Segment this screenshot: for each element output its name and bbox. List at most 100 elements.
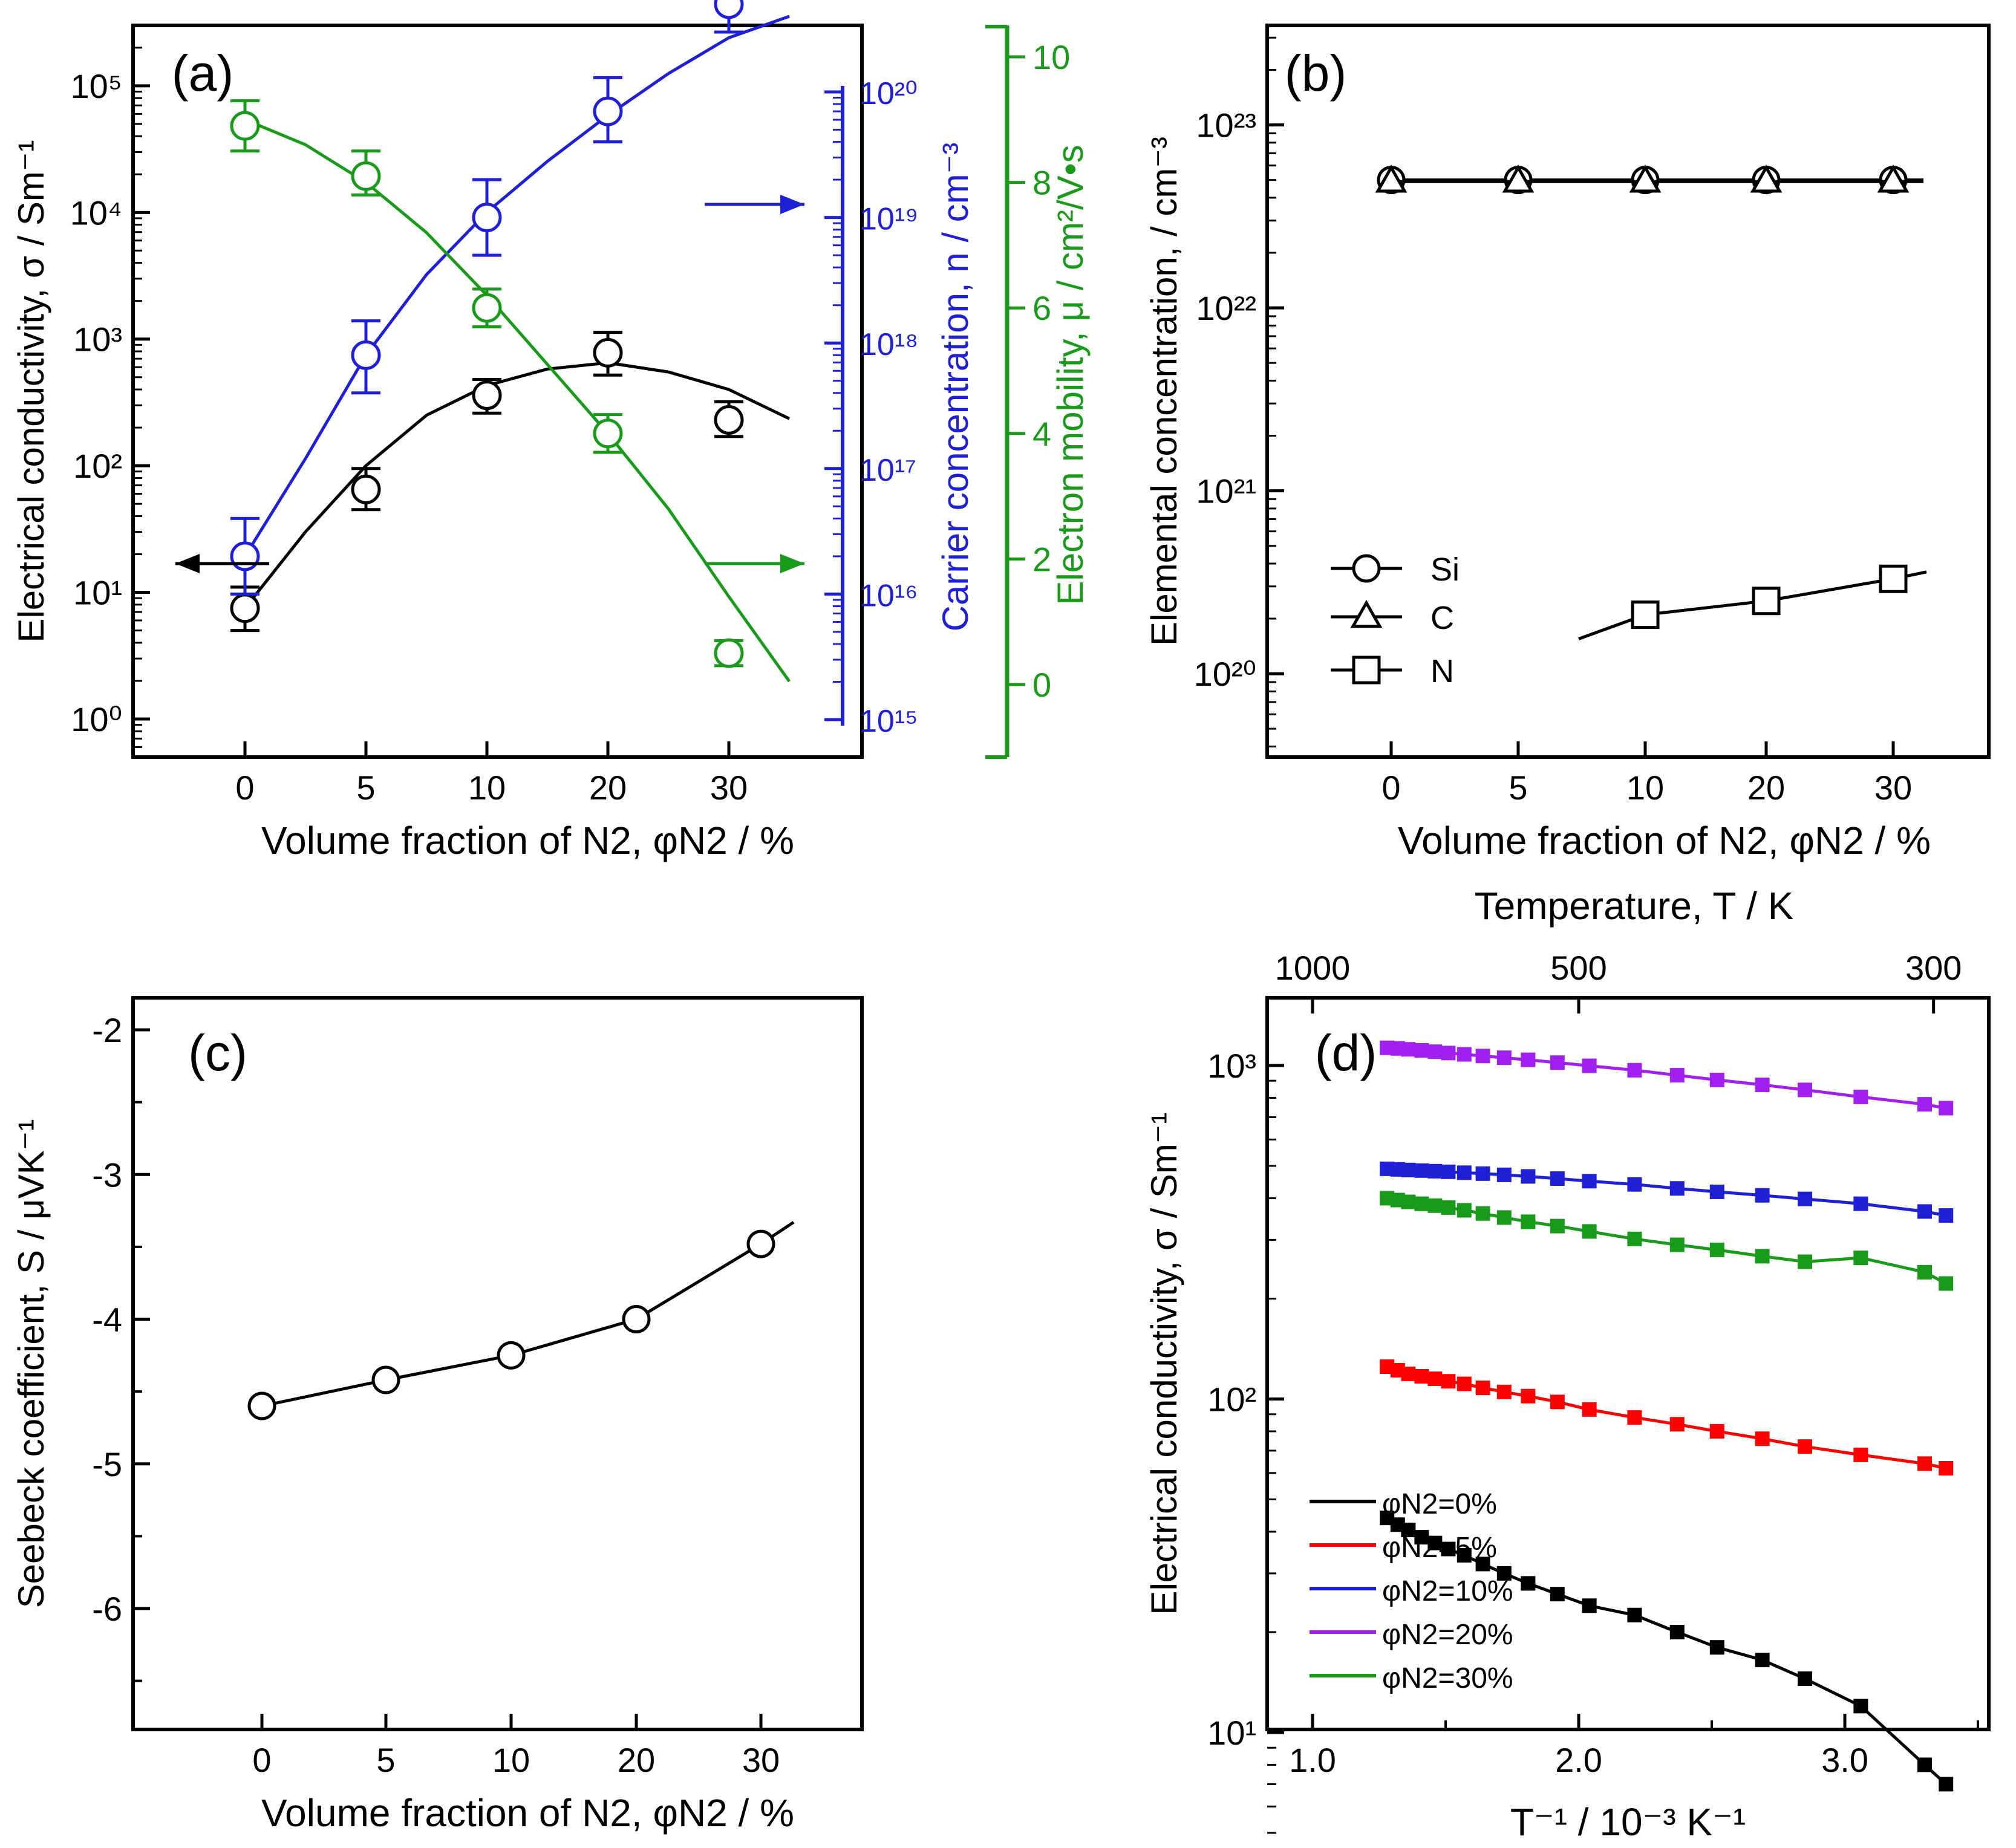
data-point (1917, 1456, 1932, 1471)
y-tick-label: -2 (92, 1011, 122, 1049)
legend-marker (1352, 554, 1381, 583)
x-tick-label: 5 (376, 1741, 395, 1779)
x-tick-label: 20 (618, 1741, 655, 1779)
y-tick-label-right-carrier: 10¹⁹ (860, 202, 918, 237)
data-point (1441, 1164, 1456, 1179)
x-tick-label: 20 (1747, 769, 1785, 807)
y-tick-label-left: 10⁵ (70, 67, 122, 105)
y-tick-label: 10²⁰ (1194, 655, 1256, 693)
data-point (1755, 1077, 1770, 1092)
data-point (351, 340, 381, 370)
data-point (1627, 1410, 1642, 1425)
x-tick-label: 10 (492, 1741, 530, 1779)
data-point (1502, 164, 1535, 193)
data-point (1939, 1460, 1954, 1475)
y-tick-label-right-carrier: 10¹⁵ (860, 704, 918, 739)
data-point (1798, 1082, 1812, 1098)
data-point (1627, 1062, 1642, 1078)
legend-label: φN2=20% (1382, 1619, 1513, 1651)
data-point (1475, 1557, 1490, 1572)
data-point (1879, 564, 1908, 593)
data-point (230, 541, 260, 571)
x-axis-label: Volume fraction of N2, φN2 / % (261, 1791, 794, 1835)
y-tick-label-left: 10³ (73, 320, 122, 359)
data-point (1798, 1191, 1812, 1206)
y-tick-label: -5 (92, 1445, 122, 1483)
x-axis-label: Volume fraction of N2, φN2 / % (261, 819, 794, 862)
data-point (593, 337, 623, 368)
data-point (1709, 1072, 1724, 1087)
y-tick-label-left: 10⁴ (70, 194, 122, 232)
data-point (1755, 1249, 1770, 1264)
data-point (1939, 1276, 1954, 1291)
data-point (1709, 1242, 1724, 1257)
data-point (1414, 1043, 1429, 1058)
y-tick-label: 10²¹ (1196, 472, 1256, 510)
data-point (1627, 1177, 1642, 1192)
x-tick-label: 20 (589, 769, 627, 807)
y-tick-label-right-mobility: 0 (1032, 666, 1051, 704)
data-point (1709, 1423, 1724, 1439)
fit-curve (244, 118, 791, 683)
data-point (1496, 1050, 1512, 1066)
data-point (1669, 1181, 1685, 1196)
y-tick-label: 10³ (1207, 1047, 1256, 1085)
data-point (1441, 1046, 1456, 1061)
x-tick-label: 0 (1382, 769, 1400, 807)
x-axis-label: T⁻¹ / 10⁻³ K⁻¹ (1510, 1800, 1746, 1844)
data-point (1917, 1264, 1932, 1280)
data-point (593, 418, 623, 449)
data-point (622, 1305, 651, 1333)
data-point (247, 1391, 276, 1420)
data-point (1457, 1047, 1472, 1062)
data-point (1669, 1624, 1685, 1639)
y-tick-label: 10¹ (1207, 1714, 1256, 1752)
data-point (1750, 164, 1783, 193)
data-point (1755, 1431, 1770, 1446)
data-point (1457, 1547, 1472, 1563)
y-tick-label: 10²² (1196, 289, 1256, 327)
data-point (1798, 1254, 1812, 1269)
data-point (230, 593, 260, 623)
data-point (1414, 1196, 1429, 1211)
data-point (1457, 1376, 1472, 1391)
data-point (1457, 1165, 1472, 1180)
data-point (1877, 164, 1910, 193)
plot-frame (131, 996, 864, 1731)
data-point (1582, 1058, 1597, 1073)
data-point (1550, 1055, 1565, 1070)
data-point (1939, 1777, 1954, 1792)
y-tick-label: -4 (92, 1301, 122, 1339)
data-point (1496, 1566, 1512, 1581)
data-point (714, 638, 744, 668)
data-point (1475, 1049, 1490, 1064)
data-point (1629, 164, 1662, 193)
fit-curve (243, 15, 790, 558)
data-point (1853, 1699, 1868, 1714)
data-point (472, 203, 502, 233)
data-point (1853, 1089, 1868, 1104)
data-point (1550, 1587, 1565, 1602)
data-point (1582, 1224, 1597, 1239)
legend-label: φN2=10% (1382, 1575, 1513, 1607)
y-axis-label: Elemental concentration, / cm⁻³ (1144, 137, 1184, 646)
plot-frame (1265, 996, 1991, 1731)
data-point (497, 1341, 526, 1370)
data-point (1401, 1522, 1416, 1537)
data-point (1917, 1204, 1932, 1219)
data-point (1375, 164, 1408, 193)
y-tick-label: 10²³ (1196, 106, 1256, 145)
data-point (1550, 1171, 1565, 1186)
arrow-to-conductivity-head (175, 554, 200, 573)
data-point (1496, 1210, 1512, 1225)
legend-marker (1350, 599, 1383, 628)
data-point (714, 0, 744, 19)
data-point (1755, 1188, 1770, 1203)
y-tick-label: 10² (1207, 1381, 1256, 1419)
data-point (1401, 1162, 1416, 1177)
data-point (1427, 1044, 1443, 1059)
data-point (1550, 1218, 1565, 1234)
data-point (1669, 1417, 1685, 1432)
plot-frame (131, 24, 864, 759)
